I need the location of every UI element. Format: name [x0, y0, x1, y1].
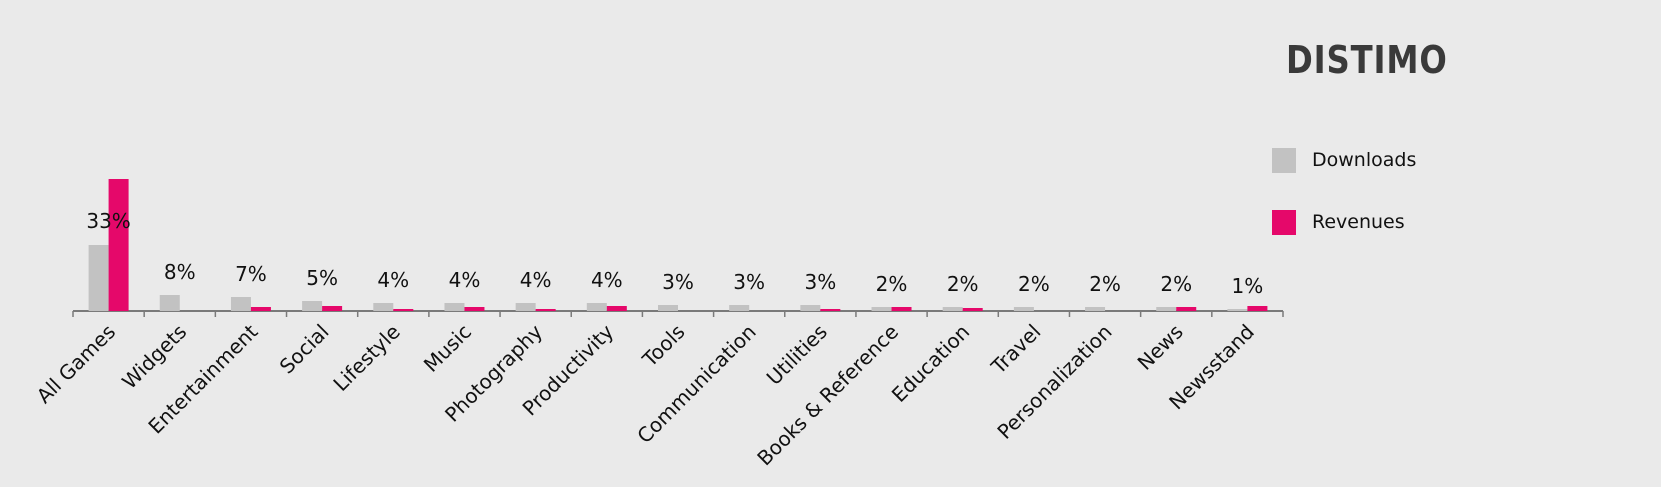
- data-label: 3%: [804, 270, 836, 294]
- category-label: Books & Reference: [752, 320, 903, 471]
- bar-downloads: [800, 305, 821, 311]
- data-label: 2%: [876, 272, 908, 296]
- legend-item-revenues: Revenues: [1272, 209, 1416, 235]
- data-label: 3%: [662, 270, 694, 294]
- data-label: 4%: [449, 268, 481, 292]
- bar-downloads: [1085, 307, 1106, 311]
- legend-swatch-downloads: [1272, 147, 1296, 173]
- bar-revenues: [250, 307, 271, 311]
- data-label: 2%: [947, 272, 979, 296]
- bar-revenues: [606, 306, 627, 311]
- bar-downloads: [159, 295, 180, 311]
- category-label: News: [1133, 320, 1188, 375]
- bar-downloads: [729, 305, 750, 311]
- legend-label-downloads: Downloads: [1312, 149, 1417, 171]
- data-label: 33%: [86, 209, 130, 233]
- category-label: Tools: [637, 320, 690, 373]
- bar-downloads: [942, 307, 963, 311]
- bar-revenues: [322, 306, 343, 311]
- bar-revenues: [891, 307, 912, 311]
- bar-downloads: [1013, 307, 1034, 311]
- category-label: Utilities: [762, 320, 832, 390]
- data-label: 7%: [235, 262, 267, 286]
- bar-downloads: [658, 305, 678, 311]
- category-label: Communication: [632, 320, 760, 448]
- bar-downloads: [88, 245, 109, 311]
- data-label: 1%: [1232, 274, 1264, 298]
- data-label: 4%: [520, 268, 552, 292]
- bar-downloads: [230, 297, 251, 311]
- category-label: Lifestyle: [328, 320, 404, 396]
- bar-revenues: [1176, 307, 1197, 311]
- bar-revenues: [464, 307, 485, 311]
- bar-downloads: [1227, 309, 1248, 311]
- data-label: 8%: [164, 260, 196, 284]
- bar-downloads: [373, 303, 394, 311]
- data-label: 4%: [591, 268, 623, 292]
- bar-downloads: [302, 301, 323, 311]
- category-label: Music: [419, 320, 476, 377]
- bar-revenues: [535, 309, 556, 311]
- legend-label-revenues: Revenues: [1312, 211, 1405, 233]
- category-label: All Games: [32, 320, 120, 408]
- bar-downloads: [515, 303, 536, 311]
- bar-downloads: [1156, 307, 1177, 311]
- bar-downloads: [871, 307, 892, 311]
- data-label: 2%: [1089, 272, 1121, 296]
- data-label: 4%: [377, 268, 409, 292]
- data-label: 2%: [1018, 272, 1050, 296]
- category-label: Education: [887, 320, 974, 407]
- legend-swatch-revenues: [1272, 209, 1296, 235]
- bar-downloads: [444, 303, 465, 311]
- data-label: 3%: [733, 270, 765, 294]
- bar-downloads: [586, 303, 607, 311]
- data-label: 5%: [306, 266, 338, 290]
- bar-revenues: [962, 308, 983, 311]
- bar-revenues: [820, 309, 841, 311]
- bar-revenues: [393, 309, 414, 311]
- bar-revenues: [1247, 306, 1268, 311]
- category-label: Travel: [986, 320, 1046, 380]
- data-label: 2%: [1160, 272, 1192, 296]
- legend-item-downloads: Downloads: [1272, 147, 1416, 173]
- category-label: Widgets: [117, 320, 191, 394]
- category-label: Social: [275, 320, 334, 379]
- legend: Downloads Revenues: [1272, 147, 1416, 271]
- distimo-logo: DISTIMO: [1286, 38, 1448, 82]
- bar-revenues: [108, 179, 129, 311]
